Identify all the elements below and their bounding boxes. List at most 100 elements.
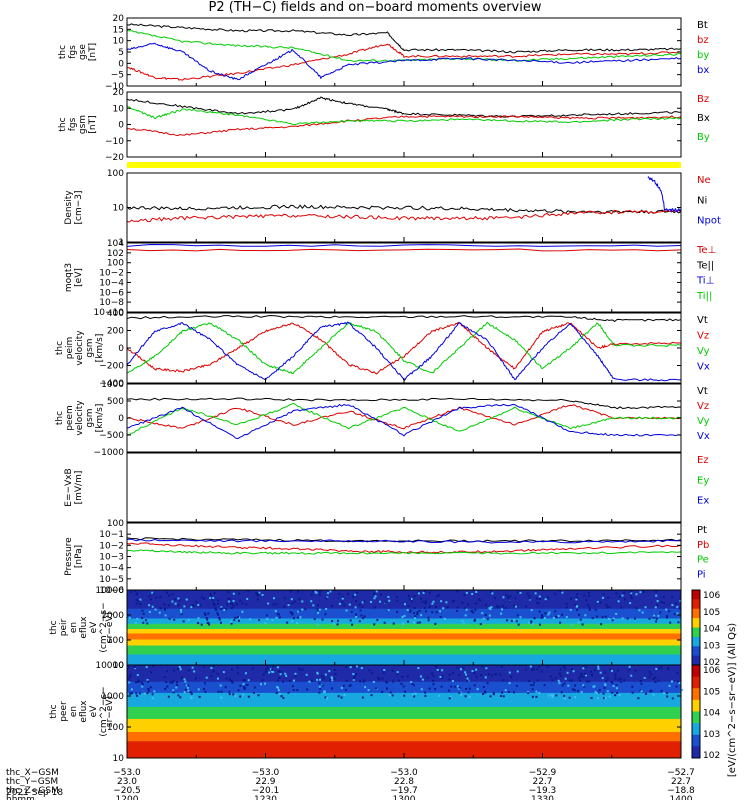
spectrogram-speckle — [166, 670, 169, 673]
spectrogram-speckle — [260, 683, 263, 686]
spectrogram-speckle — [649, 690, 652, 693]
spectrogram-speckle — [305, 673, 308, 676]
spectrogram-speckle — [637, 697, 640, 700]
spectrogram-speckle — [675, 685, 678, 688]
spectrogram-speckle — [373, 606, 376, 609]
spectrogram-speckle — [220, 621, 223, 624]
orbit-row-value: 1230 — [254, 795, 277, 800]
spectrogram-speckle — [655, 617, 658, 620]
spectrogram-speckle — [287, 691, 290, 694]
legend-entry: Vx — [697, 431, 710, 442]
spectrogram-speckle — [326, 697, 329, 700]
spectrogram-speckle — [491, 592, 494, 595]
spectrogram-speckle — [251, 667, 254, 670]
series-line-ni — [126, 204, 682, 215]
spectrogram-speckle — [204, 690, 207, 693]
spectrogram-speckle — [218, 618, 221, 621]
spectrogram-speckle — [203, 612, 206, 615]
spectrogram-speckle — [431, 672, 434, 675]
spectrogram-speckle — [427, 619, 430, 622]
spectrogram-speckle — [392, 680, 395, 683]
y-tick-label: 1000 — [101, 611, 124, 621]
spectrogram-speckle — [464, 687, 467, 690]
spectrogram-speckle — [615, 612, 618, 615]
spectrogram-speckle — [319, 678, 322, 681]
spectrogram-speckle — [610, 669, 613, 672]
spectrogram-speckle — [266, 617, 269, 620]
spectrogram-speckle — [467, 691, 470, 694]
spectrogram-speckle — [243, 679, 246, 682]
spectrogram-speckle — [247, 590, 250, 593]
spectrogram-speckle — [431, 602, 434, 605]
spectrogram-speckle — [420, 614, 423, 617]
spectrogram-speckle — [617, 678, 620, 681]
y-tick-label: 1 — [118, 238, 124, 248]
y-axis-label: [nPa] — [74, 545, 84, 568]
spectrogram-speckle — [594, 608, 597, 611]
spectrogram-band — [127, 618, 681, 625]
spectrogram-speckle — [586, 604, 589, 607]
spectrogram-speckle — [370, 671, 373, 674]
spectrogram-speckle — [459, 668, 462, 671]
y-tick-label: −5 — [111, 71, 124, 81]
spectrogram-speckle — [168, 594, 171, 597]
spectrogram-speckle — [501, 691, 504, 694]
y-axis-label: eV — [89, 621, 99, 634]
y-tick-label: 100 — [107, 169, 124, 179]
spectrogram-speckle — [312, 604, 315, 607]
spectrogram-speckle — [227, 591, 230, 594]
spectrogram-speckle — [141, 685, 144, 688]
colorbar-segment — [692, 590, 700, 600]
colorbar-frame — [691, 664, 701, 759]
spectrogram-speckle — [598, 688, 601, 691]
spectrogram-speckle — [272, 670, 275, 673]
y-tick-label: 10−10 — [94, 308, 125, 318]
spectrogram-speckle — [345, 666, 348, 669]
spectrogram-speckle — [372, 680, 375, 683]
spectrogram-speckle — [128, 616, 131, 619]
y-tick-label: 10−2 — [99, 269, 124, 279]
spectrogram-band — [127, 633, 681, 640]
spectrogram-speckle — [277, 689, 280, 692]
series-line-bz — [126, 43, 682, 81]
spectrogram-speckle — [452, 671, 455, 674]
spectrogram-speckle — [508, 690, 511, 693]
spectrogram-speckle — [419, 675, 422, 678]
spectrogram-band — [127, 623, 681, 630]
spectrogram-speckle — [261, 593, 264, 596]
legend-entry: Ti|| — [696, 291, 712, 302]
spectrogram-speckle — [439, 615, 442, 618]
y-axis-label: moqt3 — [64, 263, 74, 292]
spectrogram-speckle — [463, 622, 466, 625]
spectrogram-speckle — [352, 677, 355, 680]
y-tick-label: 10 — [113, 204, 125, 214]
y-axis-label: [nT] — [88, 43, 98, 61]
spectrogram-speckle — [612, 617, 615, 620]
spectrogram-speckle — [195, 677, 198, 680]
y-axis-label: gsm — [85, 408, 95, 427]
spectrogram-speckle — [476, 688, 479, 691]
spectrogram-speckle — [217, 599, 220, 602]
spectrogram-speckle — [324, 696, 327, 699]
spectrogram-speckle — [171, 681, 174, 684]
date-label: 2021 Sep 18 — [6, 788, 63, 798]
spectrogram-speckle — [456, 610, 459, 613]
spectrogram-speckle — [671, 697, 674, 700]
spectrogram-speckle — [363, 615, 366, 618]
series-line-pb — [126, 542, 682, 554]
spectrogram-speckle — [212, 597, 215, 600]
spectrogram-speckle — [668, 684, 671, 687]
spectrogram-speckle — [345, 609, 348, 612]
spectrogram-speckle — [180, 612, 183, 615]
panel-3 — [126, 172, 682, 243]
spectrogram-speckle — [145, 666, 148, 669]
spectrogram-speckle — [559, 668, 562, 671]
spectrogram-speckle — [541, 616, 544, 619]
spectrogram-speckle — [548, 611, 551, 614]
spectrogram-speckle — [439, 610, 442, 613]
y-tick-label: 10−2 — [99, 541, 124, 551]
spectrogram-speckle — [508, 600, 511, 603]
spectrogram-speckle — [316, 678, 319, 681]
spectrogram-speckle — [582, 685, 585, 688]
spectrogram-speckle — [239, 684, 242, 687]
